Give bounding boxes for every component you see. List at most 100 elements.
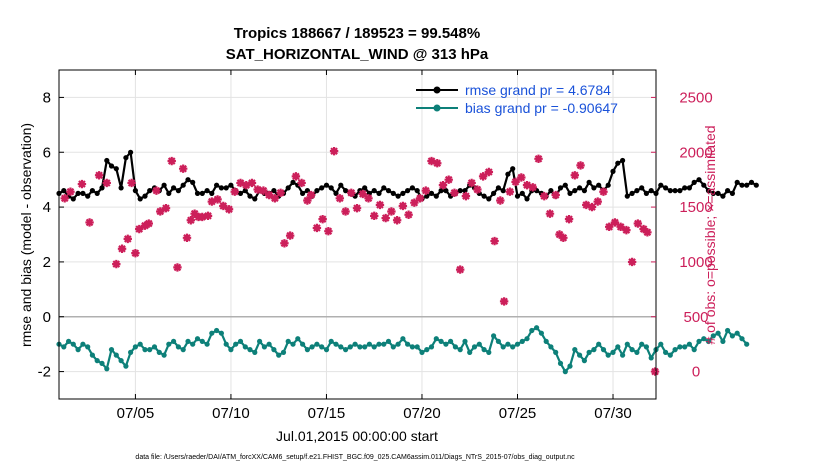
rmse-point	[557, 185, 564, 191]
bias-point	[443, 341, 449, 347]
nobs-point	[112, 259, 121, 269]
nobs-point	[633, 219, 643, 228]
bias-point	[395, 341, 401, 347]
bias-point	[271, 347, 277, 353]
bias-line	[58, 326, 748, 373]
nobs-point	[551, 190, 560, 200]
nobs-point	[455, 265, 465, 274]
nobs-point	[564, 214, 574, 224]
bias-point	[209, 330, 215, 336]
rmse-point	[691, 179, 697, 185]
bias-point	[643, 344, 650, 350]
y-tick-label-right: 2000	[679, 144, 712, 161]
bias-point	[519, 338, 525, 344]
bias-point	[223, 341, 229, 347]
bias-point	[199, 338, 205, 344]
bias-point	[300, 341, 306, 347]
bias-point	[333, 341, 339, 347]
nobs-point	[178, 164, 188, 173]
bias-point	[514, 341, 521, 347]
bias-point	[75, 347, 81, 353]
bias-point	[686, 341, 693, 347]
nobs-point	[427, 156, 436, 166]
nobs-point	[329, 146, 339, 156]
bias-point	[476, 341, 482, 347]
nobs-point	[484, 167, 494, 177]
nobs-point	[259, 186, 268, 195]
bias-point	[242, 344, 248, 350]
bias-point	[175, 344, 181, 350]
bias-point	[132, 344, 138, 350]
rmse-point	[548, 188, 554, 194]
rmse-point	[285, 185, 291, 191]
rmse-point	[629, 190, 635, 196]
nobs-point	[593, 197, 602, 206]
nobs-point	[270, 194, 280, 203]
bias-point	[419, 349, 425, 355]
nobs-point	[253, 185, 262, 194]
rmse-point	[333, 190, 339, 196]
rmse-point	[85, 193, 91, 199]
bias-point	[376, 341, 382, 347]
rmse-point	[328, 185, 334, 191]
bias-point	[744, 341, 750, 347]
rmse-point	[744, 182, 750, 188]
bias-point	[290, 341, 296, 347]
nobs-point	[291, 172, 301, 181]
nobs-point	[135, 224, 144, 234]
bias-point	[677, 344, 683, 350]
rmse-point	[190, 179, 196, 185]
nobs-point	[207, 197, 217, 206]
bias-point	[577, 352, 583, 358]
rmse-point	[180, 182, 186, 188]
nobs-point	[144, 219, 153, 228]
rmse-point	[118, 185, 124, 191]
x-tick-label: 07/30	[594, 405, 632, 422]
bias-point	[629, 347, 635, 353]
bias-point	[362, 344, 368, 350]
bias-point	[438, 338, 444, 344]
bias-point	[161, 352, 167, 358]
y-tick-label-right: 0	[692, 364, 700, 381]
bias-point	[185, 338, 191, 344]
rmse-point	[510, 166, 516, 172]
rmse-point	[371, 188, 377, 194]
bias-point	[448, 338, 454, 344]
rmse-point	[137, 196, 143, 202]
ticks: 07/05 07/10 07/15 07/20 07/25 07/30 -2 0 2 4 6 8 0 50…	[38, 70, 713, 422]
rmse-point	[648, 188, 654, 194]
nobs-point	[306, 190, 316, 200]
nobs-point	[450, 188, 459, 198]
nobs-point	[230, 187, 239, 196]
bias-point	[247, 347, 253, 353]
rmse-point	[428, 190, 435, 196]
bias-point	[567, 363, 573, 369]
bias-point	[462, 338, 468, 344]
rmse-point	[414, 188, 420, 194]
bias-point	[739, 336, 745, 342]
rmse-point	[247, 193, 253, 199]
rmse-point	[682, 185, 688, 191]
nobs-point	[318, 214, 327, 224]
bias-point	[218, 330, 224, 336]
bias-point	[390, 344, 396, 350]
y-tick-label-right: 1500	[679, 199, 712, 216]
rmse-point	[577, 185, 583, 191]
nobs-point	[264, 190, 274, 200]
nobs-point	[467, 178, 476, 188]
rmse-point	[400, 190, 406, 196]
chart-title-line1: Tropics 188667 / 189523 = 99.548%	[234, 25, 480, 42]
legend-bias-marker	[433, 104, 441, 112]
rmse-point	[667, 188, 673, 194]
y-tick-label-right: 1000	[679, 254, 712, 271]
nobs-point	[303, 196, 312, 205]
bias-point	[151, 344, 158, 350]
rmse-point	[514, 193, 521, 199]
chart-title-line2: SAT_HORIZONTAL_WIND @ 313 hPa	[226, 46, 489, 63]
rmse-point	[443, 188, 449, 194]
rmse-point	[199, 190, 205, 196]
bias-point	[505, 341, 511, 347]
bias-point	[428, 344, 435, 350]
rmse-point	[495, 185, 501, 191]
rmse-point	[70, 196, 76, 202]
